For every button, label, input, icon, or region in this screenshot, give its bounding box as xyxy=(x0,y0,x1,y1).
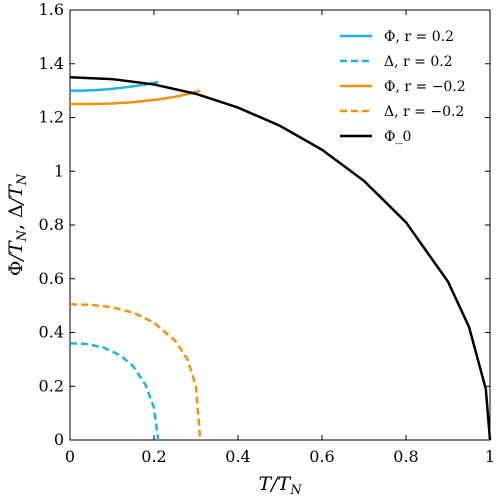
series-line-3 xyxy=(69,303,202,441)
series-line-4 xyxy=(69,75,492,441)
series-line-1 xyxy=(69,342,160,441)
y-tick-label: 0.4 xyxy=(39,323,64,342)
plot-area xyxy=(69,9,491,441)
series-line-2 xyxy=(70,89,201,106)
y-tick-label: 0.2 xyxy=(39,376,64,395)
x-tick-label: 0 xyxy=(65,447,75,466)
y-tick-label: 0 xyxy=(54,430,64,449)
legend-label-1: Δ, r = 0.2 xyxy=(384,54,453,70)
x-axis-ticks: 0 0.2 0.4 0.6 0.8 1 xyxy=(65,10,495,466)
x-tick-label: 0.8 xyxy=(393,447,418,466)
y-tick-label: 1 xyxy=(54,161,64,180)
x-tick-label: 0.4 xyxy=(225,447,250,466)
legend-label-0: Φ, r = 0.2 xyxy=(384,29,454,45)
legend-label-3: Δ, r = −0.2 xyxy=(384,104,464,120)
legend-label-4: Φ_0 xyxy=(384,129,411,145)
legend-label-2: Φ, r = −0.2 xyxy=(384,79,466,95)
x-tick-label: 1 xyxy=(485,447,495,466)
y-tick-label: 0.8 xyxy=(39,215,64,234)
series-line-0 xyxy=(70,80,159,92)
y-axis-ticks: 0 0.2 0.4 0.6 0.8 1 1.2 1.4 1.6 xyxy=(39,0,490,449)
series-layer xyxy=(69,75,492,441)
y-axis-label: Φ/TN, Δ/TN xyxy=(5,173,30,276)
y-tick-label: 1.6 xyxy=(39,0,64,19)
y-tick-label: 1.2 xyxy=(39,108,64,127)
y-tick-label: 1.4 xyxy=(39,54,64,73)
x-tick-label: 0.2 xyxy=(141,447,166,466)
legend: Φ, r = 0.2 Δ, r = 0.2 Φ, r = −0.2 Δ, r = −0… xyxy=(340,29,466,145)
y-tick-label: 0.6 xyxy=(39,269,64,288)
x-tick-label: 0.6 xyxy=(309,447,334,466)
x-axis-label: T/TN xyxy=(258,473,302,498)
